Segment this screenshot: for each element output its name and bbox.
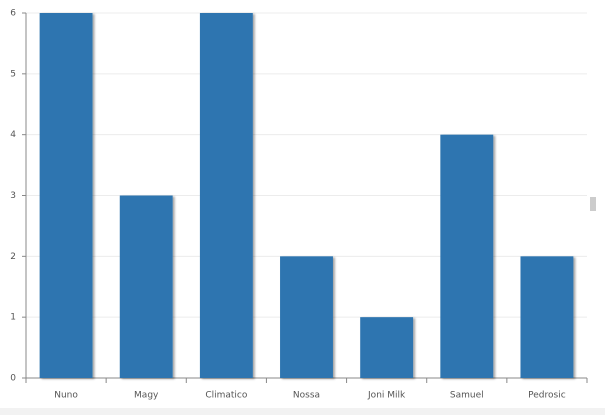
y-tick-label: 0: [10, 374, 16, 384]
bar: [119, 195, 173, 378]
x-tick-label: Climatico: [205, 391, 248, 401]
x-tick-label: Magy: [134, 391, 159, 401]
y-tick-label: 3: [10, 191, 16, 201]
resize-handle[interactable]: [590, 197, 596, 211]
footer-strip: [0, 408, 605, 415]
bar: [199, 13, 253, 378]
x-tick-label: Nossa: [293, 391, 320, 401]
bar: [39, 13, 93, 378]
x-tick-label: Pedrosic: [528, 391, 566, 401]
y-tick-label: 5: [10, 69, 16, 79]
y-tick-label: 1: [10, 313, 16, 323]
y-tick-label: 4: [10, 130, 16, 140]
y-tick-label: 2: [10, 252, 16, 262]
x-tick-label: Samuel: [450, 391, 484, 401]
bar: [360, 317, 414, 378]
y-tick-label: 6: [10, 9, 16, 19]
bar: [520, 256, 574, 378]
x-tick-label: Nuno: [54, 391, 78, 401]
bar: [440, 134, 494, 378]
x-tick-label: Joni Milk: [367, 391, 406, 401]
bar: [280, 256, 333, 378]
